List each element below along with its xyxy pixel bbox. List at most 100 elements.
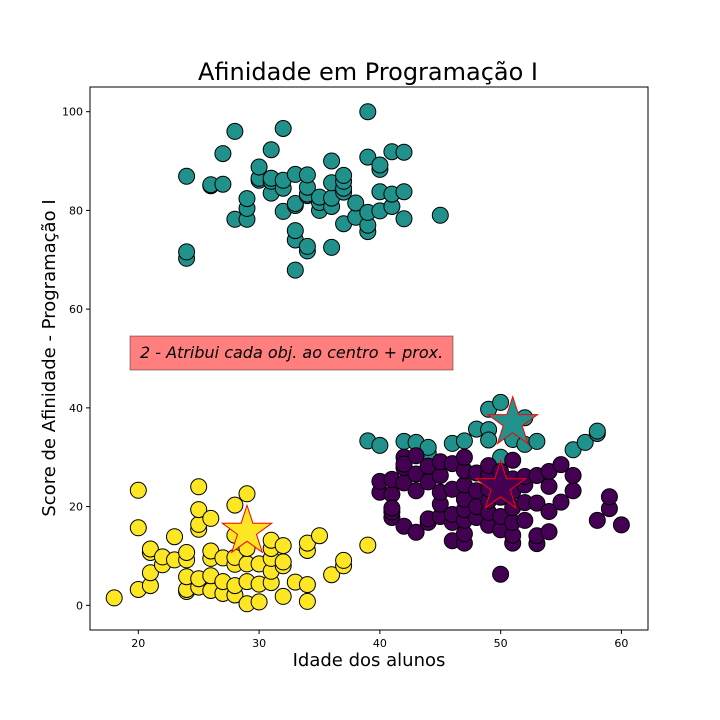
data-point: [528, 494, 546, 512]
data-point: [540, 477, 558, 495]
data-point: [298, 576, 316, 594]
data-point: [335, 166, 353, 184]
data-point: [286, 195, 304, 212]
annotation-box: 2 - Atribui cada obj. ao centro + prox.: [129, 335, 454, 371]
x-tick-label: 30: [252, 637, 266, 650]
data-point: [274, 120, 292, 137]
annotation-text: 2 - Atribui cada obj. ao centro + prox.: [140, 343, 443, 362]
centroid-layer: [220, 395, 540, 554]
data-point: [178, 544, 196, 561]
data-point: [274, 537, 292, 555]
x-axis-ticks: 20 30 40 50 60: [131, 630, 628, 650]
y-tick-label: 100: [62, 106, 83, 119]
centroid-star: [220, 503, 274, 554]
data-point: [250, 593, 268, 611]
plot-frame: [89, 86, 649, 631]
data-point: [323, 566, 341, 584]
data-point: [612, 516, 630, 534]
data-point: [455, 432, 473, 450]
data-point: [540, 503, 558, 520]
data-point: [431, 206, 449, 224]
data-point: [359, 536, 377, 554]
data-point: [311, 527, 328, 545]
data-point: [190, 478, 208, 496]
data-point: [516, 511, 534, 529]
data-point: [407, 447, 425, 465]
data-point: [323, 238, 341, 256]
data-point: [347, 194, 365, 212]
data-point: [274, 553, 292, 571]
data-point: [141, 540, 159, 558]
data-point: [407, 523, 425, 541]
data-point: [262, 141, 280, 159]
data-point: [492, 393, 510, 411]
data-point: [286, 261, 304, 279]
data-point: [166, 528, 183, 546]
data-point: [129, 519, 147, 537]
data-point: [129, 481, 147, 499]
data-point: [383, 499, 401, 517]
data-point: [492, 565, 510, 583]
data-point: [238, 485, 256, 503]
data-point: [202, 509, 220, 527]
data-point: [455, 448, 473, 466]
data-point: [419, 438, 437, 456]
data-point: [323, 152, 341, 170]
data-point: [178, 167, 196, 185]
x-axis-label: Idade dos alunos: [293, 650, 446, 671]
data-point: [371, 156, 389, 174]
y-tick-label: 80: [69, 204, 83, 217]
data-point: [588, 422, 606, 440]
x-tick-label: 20: [131, 637, 145, 650]
data-point: [359, 103, 377, 121]
data-point: [395, 143, 413, 161]
data-point: [286, 222, 304, 240]
data-point: [395, 455, 413, 473]
data-point: [528, 432, 546, 450]
data-point: [371, 436, 389, 454]
data-point: [226, 122, 244, 140]
data-point: [178, 243, 196, 261]
centroid-star: [486, 395, 540, 445]
data-point: [407, 482, 425, 500]
data-point: [600, 488, 618, 506]
data-point: [274, 587, 292, 605]
data-point: [480, 431, 498, 449]
data-point: [552, 493, 570, 511]
y-tick-label: 40: [69, 402, 83, 415]
data-point: [564, 467, 582, 484]
x-tick-label: 40: [373, 637, 387, 650]
x-tick-label: 60: [614, 637, 628, 650]
data-point: [407, 465, 425, 483]
y-axis-ticks: 0 20 40 60 80 100: [62, 106, 90, 612]
y-tick-label: 20: [69, 501, 83, 514]
data-point: [250, 158, 268, 176]
data-point: [214, 145, 232, 163]
data-point: [395, 210, 413, 228]
data-point: [359, 148, 377, 166]
data-point: [238, 190, 256, 208]
y-tick-label: 0: [76, 599, 83, 612]
y-tick-label: 60: [69, 303, 83, 316]
data-point: [335, 551, 353, 569]
data-point: [214, 175, 232, 193]
data-point: [298, 592, 316, 610]
data-point: [395, 183, 413, 201]
data-point: [298, 166, 316, 184]
data-point: [141, 564, 159, 582]
points-layer: [105, 103, 630, 613]
x-tick-label: 50: [494, 637, 508, 650]
data-point: [588, 511, 606, 529]
data-point: [190, 501, 208, 519]
data-point: [540, 523, 558, 541]
data-point: [226, 496, 244, 514]
centroid-star: [474, 459, 527, 510]
data-point: [576, 433, 594, 451]
data-point: [298, 237, 316, 255]
data-point: [504, 451, 522, 469]
chart-title: Afinidade em Programação I: [198, 58, 538, 86]
y-axis-label: Score de Afinidade - Programação I: [39, 199, 60, 516]
data-point: [552, 456, 570, 474]
annotation-background: [129, 335, 454, 371]
